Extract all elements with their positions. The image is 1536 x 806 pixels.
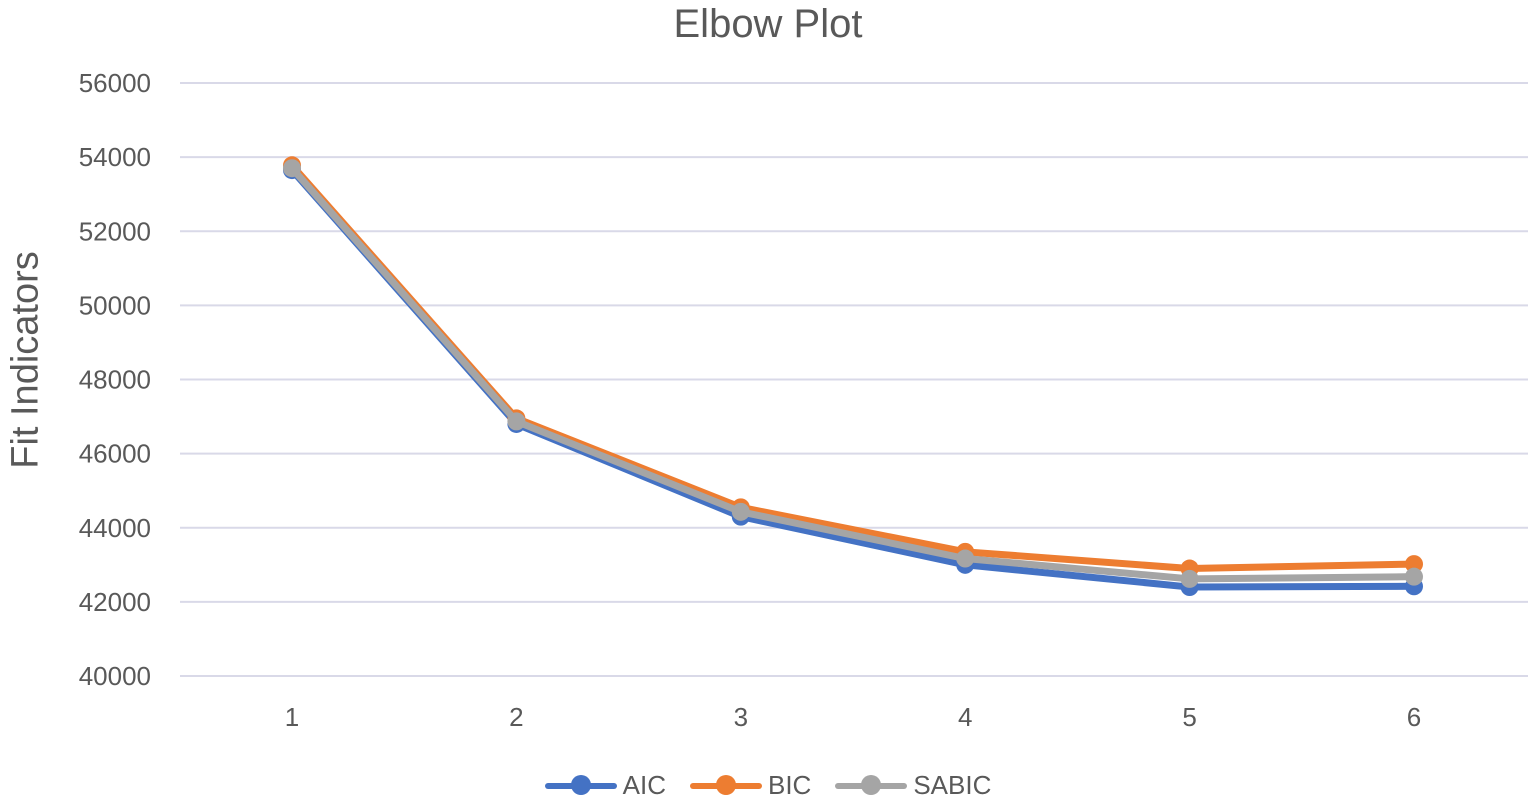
legend-item-aic: AIC: [544, 770, 666, 801]
x-tick-label: 1: [285, 702, 299, 732]
series-line-bic: [288, 161, 1418, 573]
data-point-sabic: [1405, 567, 1423, 586]
plot-area: 40000 42000 44000 46000 48000 50000 52000 54000…: [79, 68, 1528, 732]
legend: AIC BIC SABIC: [0, 770, 1536, 801]
y-tick-label: 56000: [79, 68, 151, 98]
y-tick-label: 54000: [79, 142, 151, 172]
data-point-sabic: [283, 159, 301, 178]
y-tick-label: 44000: [79, 513, 151, 543]
x-tick-label: 2: [509, 702, 523, 732]
data-point-sabic: [731, 502, 750, 521]
data-point-sabic: [507, 412, 526, 431]
y-tick-label: 50000: [79, 290, 151, 320]
legend-label: SABIC: [913, 770, 992, 800]
legend-swatch: [544, 774, 617, 795]
y-tick-label: 46000: [79, 439, 151, 469]
data-point-sabic: [956, 549, 975, 568]
series-line-sabic: [288, 164, 1418, 583]
legend-label: BIC: [767, 770, 812, 800]
legend-item-sabic: SABIC: [835, 770, 991, 801]
legend-swatch: [835, 774, 908, 795]
x-tick-label: 3: [734, 702, 748, 732]
legend-label: AIC: [622, 770, 666, 800]
x-tick-label: 6: [1407, 702, 1421, 732]
y-tick-label: 40000: [79, 661, 151, 691]
y-tick-label: 42000: [79, 587, 151, 617]
x-tick-label: 5: [1182, 702, 1196, 732]
x-tick-label: 4: [958, 702, 972, 732]
y-tick-label: 48000: [79, 365, 151, 395]
legend-swatch: [689, 774, 762, 795]
y-tick-label: 52000: [79, 216, 151, 246]
data-point-bic: [1405, 555, 1423, 574]
chart-title: Elbow Plot: [673, 2, 863, 46]
data-point-sabic: [1180, 569, 1199, 588]
legend-item-bic: BIC: [689, 770, 812, 801]
